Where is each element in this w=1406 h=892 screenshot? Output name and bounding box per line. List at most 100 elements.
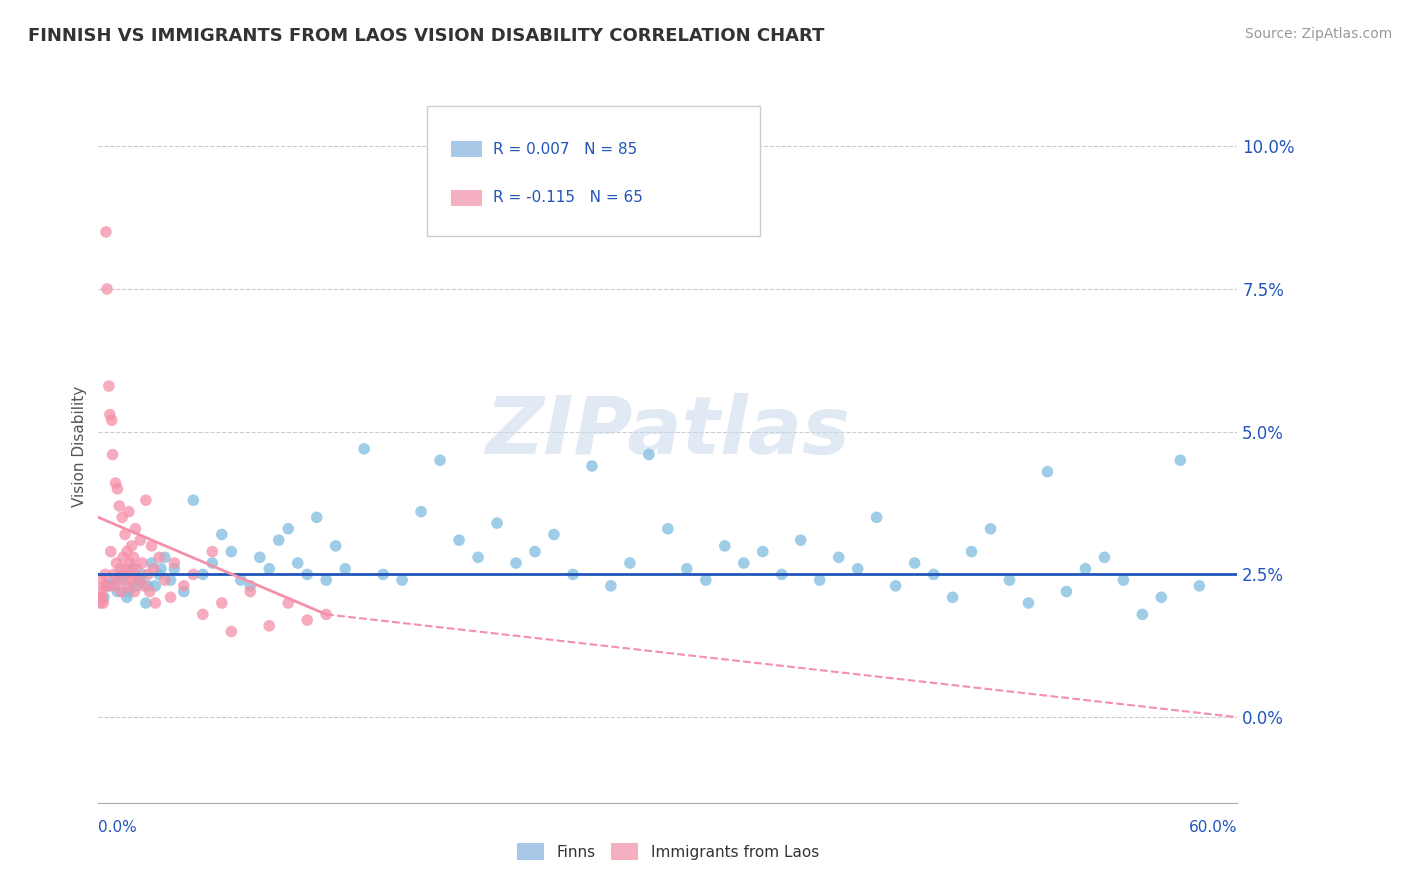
Point	[297, 567, 319, 582]
Point	[100, 544, 122, 558]
Point	[315, 607, 337, 622]
Point	[115, 562, 138, 576]
Point	[135, 596, 157, 610]
Point	[118, 584, 141, 599]
Point	[979, 522, 1001, 536]
Point	[145, 579, 167, 593]
Point	[960, 544, 983, 558]
Point	[335, 562, 357, 576]
Point	[129, 573, 152, 587]
Point	[221, 624, 243, 639]
Point	[124, 584, 146, 599]
Point	[121, 567, 143, 582]
Point	[107, 584, 129, 599]
Y-axis label: Vision Disability: Vision Disability	[72, 385, 87, 507]
Point	[97, 579, 120, 593]
Point	[259, 619, 281, 633]
Point	[297, 613, 319, 627]
Point	[125, 579, 148, 593]
Point	[97, 579, 120, 593]
Text: Source: ZipAtlas.com: Source: ZipAtlas.com	[1244, 27, 1392, 41]
Point	[89, 591, 111, 605]
Point	[229, 573, 252, 587]
Point	[110, 562, 132, 576]
Point	[114, 527, 136, 541]
Point	[104, 476, 127, 491]
Text: R = 0.007   N = 85: R = 0.007 N = 85	[494, 142, 638, 157]
Point	[1094, 550, 1116, 565]
Point	[638, 448, 661, 462]
Point	[125, 562, 148, 576]
Point	[904, 556, 927, 570]
Point	[1188, 579, 1211, 593]
Point	[173, 579, 195, 593]
Point	[790, 533, 813, 548]
Point	[733, 556, 755, 570]
Point	[752, 544, 775, 558]
Point	[100, 413, 122, 427]
Point	[562, 567, 585, 582]
Point	[108, 499, 131, 513]
Point	[695, 573, 717, 587]
Point	[183, 567, 205, 582]
Point	[138, 584, 160, 599]
Point	[353, 442, 375, 456]
Point	[657, 522, 679, 536]
Point	[1132, 607, 1154, 622]
Point	[103, 579, 125, 593]
Point	[112, 550, 135, 565]
Point	[1074, 562, 1097, 576]
Point	[96, 282, 118, 296]
Point	[543, 527, 565, 541]
Point	[325, 539, 347, 553]
Point	[808, 573, 831, 587]
Point	[1018, 596, 1040, 610]
Point	[315, 573, 337, 587]
Legend: Finns, Immigrants from Laos: Finns, Immigrants from Laos	[510, 837, 825, 866]
Point	[145, 596, 167, 610]
Point	[103, 567, 125, 582]
Point	[183, 493, 205, 508]
Point	[94, 225, 117, 239]
Point	[191, 567, 214, 582]
Point	[131, 556, 153, 570]
Text: ZIPatlas: ZIPatlas	[485, 392, 851, 471]
Point	[866, 510, 889, 524]
Point	[239, 579, 262, 593]
Point	[117, 579, 139, 593]
Text: FINNISH VS IMMIGRANTS FROM LAOS VISION DISABILITY CORRELATION CHART: FINNISH VS IMMIGRANTS FROM LAOS VISION D…	[28, 27, 824, 45]
Point	[97, 379, 120, 393]
Point	[93, 591, 115, 605]
Point	[107, 482, 129, 496]
Point	[124, 522, 146, 536]
Point	[101, 448, 124, 462]
Point	[676, 562, 699, 576]
Point	[111, 510, 134, 524]
Point	[112, 567, 135, 582]
Point	[131, 567, 153, 582]
Point	[486, 516, 509, 530]
Point	[1054, 584, 1078, 599]
Point	[115, 544, 138, 558]
Point	[173, 584, 195, 599]
Point	[391, 573, 413, 587]
Point	[201, 544, 224, 558]
Point	[136, 579, 159, 593]
Point	[1150, 591, 1173, 605]
Point	[135, 493, 157, 508]
Point	[191, 607, 214, 622]
Point	[1112, 573, 1135, 587]
Point	[90, 584, 112, 599]
Point	[259, 562, 281, 576]
Point	[132, 579, 155, 593]
Point	[163, 556, 186, 570]
Point	[118, 505, 141, 519]
Point	[120, 573, 142, 587]
Point	[277, 596, 299, 610]
Point	[581, 458, 603, 473]
Point	[122, 550, 145, 565]
Point	[105, 556, 128, 570]
Point	[89, 596, 111, 610]
Point	[429, 453, 451, 467]
Point	[239, 584, 262, 599]
